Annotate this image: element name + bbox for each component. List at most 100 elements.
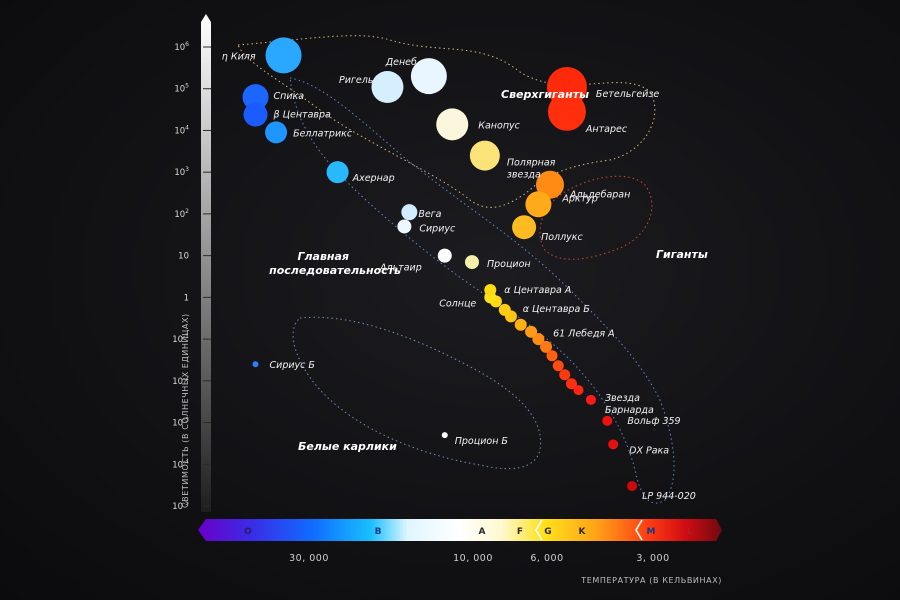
star-label-солнце: Солнце <box>439 298 476 309</box>
x-tick-labels: 30, 000 10, 000 6, 000 3, 000 <box>289 553 669 564</box>
star-lp-944-020 <box>627 481 638 492</box>
star-label-антарес: Антарес <box>585 124 628 135</box>
main-sequence-star <box>573 385 584 396</box>
star-поллукс <box>512 215 537 240</box>
y-tick-label: 104 <box>174 124 189 136</box>
stars-layer <box>242 37 638 492</box>
star-label-альдебаран: Альдебаран <box>569 190 630 201</box>
star-полярная-звезда <box>469 140 500 171</box>
star-label-line: Звезда <box>605 393 640 404</box>
main-sequence-star <box>514 318 527 331</box>
y-tick-label: 103 <box>174 166 189 178</box>
star-арктур <box>525 191 552 218</box>
y-tick-label: 105 <box>174 83 189 95</box>
star-вольф-359 <box>602 415 613 426</box>
star-ригель <box>371 71 404 104</box>
star-label-61-лебедя-а: 61 Лебедя А <box>553 329 615 340</box>
spectral-class-o: O <box>244 527 252 537</box>
star-альдебаран <box>536 170 564 199</box>
star-беллатрикс <box>265 121 288 144</box>
spectral-separator <box>635 519 643 541</box>
x-axis-title: ТЕМПЕРАТУРА (В КЕЛЬВИНАХ) <box>580 576 722 585</box>
star-labels-layer: η Киля Денеб Ригель Спика β Центавра Беллатри… <box>222 51 696 502</box>
region-label-main-sequence: Главная последовательность <box>269 250 401 277</box>
star-label-сириус-б: Сириус Б <box>270 360 316 371</box>
y-tick-exponent: 3 <box>185 166 189 173</box>
y-tick-label: 106 <box>174 41 189 53</box>
spectral-separator <box>453 519 461 541</box>
x-tick-label: 6, 000 <box>530 553 563 564</box>
y-tick-exponent: -3 <box>183 417 189 424</box>
star-label-беллатрикс: Беллатрикс <box>293 128 353 139</box>
star-label-вольф-359: Вольф 359 <box>627 416 680 427</box>
star-label-центавра-а: α Центавра А <box>504 285 571 296</box>
y-tick-exponent: -5 <box>183 500 189 507</box>
star-dx-рака <box>608 439 619 450</box>
main-sequence-star <box>546 350 558 362</box>
y-tick-exponent: -2 <box>183 375 189 382</box>
y-tick-label: 10 <box>178 252 189 262</box>
region-outlines <box>237 35 675 504</box>
star-антарес <box>547 92 586 131</box>
main-sequence-star <box>565 378 577 390</box>
spectral-separator <box>535 519 543 541</box>
y-tick-exponent: 5 <box>185 83 189 90</box>
star-label-канопус: Канопус <box>478 120 520 131</box>
star-центавра-б <box>498 303 511 316</box>
spectral-class-separators <box>453 519 643 541</box>
x-tick-label: 30, 000 <box>289 553 329 564</box>
star-label-поллукс: Поллукс <box>541 232 583 243</box>
star-label-звезда-барнарда: Звезда Барнарда <box>605 393 654 416</box>
region-label-giants: Гиганты <box>656 248 708 261</box>
spectral-class-a: A <box>479 527 486 537</box>
star-центавра-а <box>484 284 497 297</box>
star-киля <box>265 37 302 74</box>
star-денеб <box>410 58 447 95</box>
star-label-line: Барнарда <box>605 405 654 416</box>
star-label-бетельгейзе: Бетельгейзе <box>596 89 659 100</box>
star-61-лебедя-а <box>525 325 538 338</box>
star-label-центавра-б: α Центавра Б <box>523 304 591 315</box>
star-label-ахернар: Ахернар <box>352 173 395 184</box>
star-label-line: звезда <box>507 170 541 181</box>
star-процион <box>464 255 479 270</box>
star-label-lp-944-020: LP 944-020 <box>642 491 696 502</box>
star-label-line: Полярная <box>507 158 556 169</box>
star-вега <box>401 204 418 221</box>
star-label-процион: Процион <box>487 259 531 270</box>
region-labels: Сверхгиганты Гиганты Главная последовател… <box>269 88 708 453</box>
star-label-ригель: Ригель <box>339 75 373 86</box>
y-tick-marks <box>203 46 211 507</box>
star-label-полярная-звезда: Полярная звезда <box>507 158 556 181</box>
star-процион-б <box>441 432 448 439</box>
region-label-line: последовательность <box>269 264 401 277</box>
y-tick-exponent: 4 <box>185 124 189 131</box>
luminosity-axis-bar <box>201 14 211 512</box>
x-tick-label: 3, 000 <box>636 553 669 564</box>
star-label-центавра: β Центавра <box>273 110 331 121</box>
spectral-class-k: K <box>579 527 587 537</box>
star-альтаир <box>437 248 452 263</box>
y-tick-exponent: -1 <box>183 333 189 340</box>
star-label-dx-рака: DX Рака <box>629 445 669 456</box>
spectral-class-f: F <box>517 527 523 537</box>
spectral-class-b: B <box>375 527 382 537</box>
spectral-gradient-bar <box>198 519 722 541</box>
star-label-денеб: Денеб <box>385 57 417 68</box>
star-сириус-б <box>252 361 259 368</box>
white-dwarf-region-outline <box>292 316 542 470</box>
star-сириус <box>397 219 412 234</box>
region-label-line: Главная <box>297 250 349 263</box>
y-tick-exponent: 6 <box>185 41 189 48</box>
region-label-white-dwarfs: Белые карлики <box>298 440 397 453</box>
main-sequence-star <box>540 340 553 353</box>
main-sequence-star <box>552 360 564 372</box>
y-tick-label: 102 <box>174 208 189 220</box>
star-label-альтаир: Альтаир <box>379 263 422 274</box>
star-ахернар <box>326 161 349 184</box>
spectral-class-m: M <box>647 527 656 537</box>
